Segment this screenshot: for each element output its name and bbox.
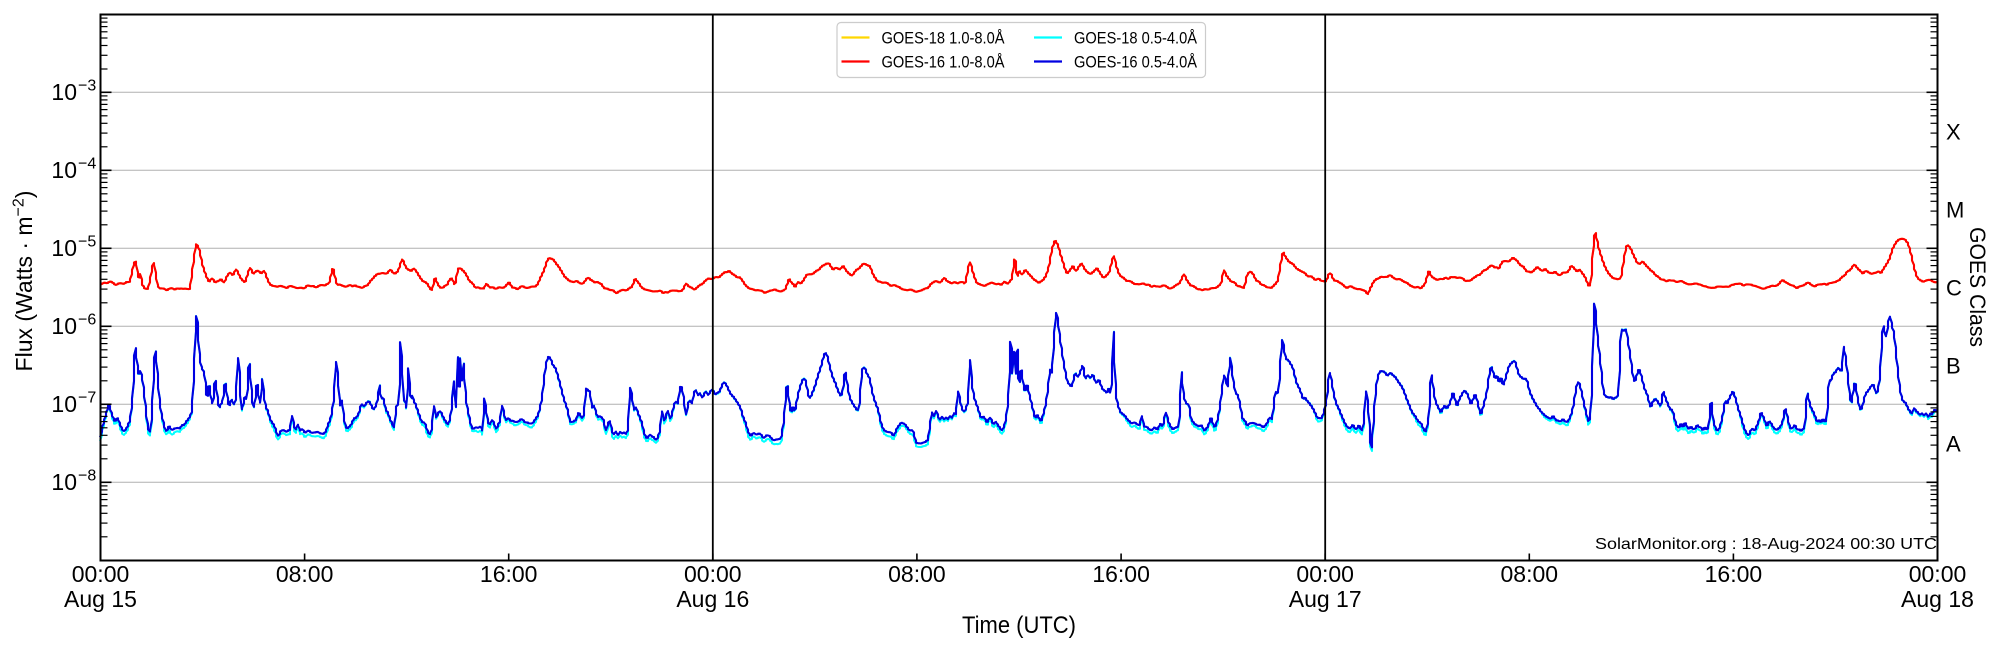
svg-text:−4: −4	[78, 155, 96, 172]
svg-text:10: 10	[51, 313, 77, 339]
svg-text:−8: −8	[78, 467, 96, 484]
svg-text:10: 10	[51, 469, 77, 495]
svg-text:GOES Class: GOES Class	[1965, 227, 1990, 347]
svg-text:GOES-18 0.5-4.0Å: GOES-18 0.5-4.0Å	[1074, 29, 1198, 48]
svg-text:10: 10	[51, 157, 77, 183]
svg-text:−6: −6	[78, 311, 96, 328]
svg-text:00:00: 00:00	[72, 561, 130, 587]
svg-text:08:00: 08:00	[276, 561, 334, 587]
svg-text:10: 10	[51, 79, 77, 105]
svg-text:Time (UTC): Time (UTC)	[962, 612, 1076, 639]
svg-text:00:00: 00:00	[1909, 561, 1967, 587]
svg-text:Flux (Watts · m−2): Flux (Watts · m−2)	[11, 191, 38, 372]
svg-text:−3: −3	[78, 77, 96, 94]
svg-text:Aug 18: Aug 18	[1901, 586, 1974, 612]
svg-text:00:00: 00:00	[1296, 561, 1354, 587]
svg-text:10: 10	[51, 235, 77, 261]
svg-text:A: A	[1946, 431, 1961, 456]
svg-text:16:00: 16:00	[1705, 561, 1763, 587]
svg-text:SolarMonitor.org : 18-Aug-2024: SolarMonitor.org : 18-Aug-2024 00:30 UTC	[1595, 536, 1937, 553]
svg-text:00:00: 00:00	[684, 561, 742, 587]
svg-text:Aug 16: Aug 16	[676, 586, 749, 612]
svg-text:Aug 15: Aug 15	[64, 586, 137, 612]
svg-text:10: 10	[51, 391, 77, 417]
svg-text:B: B	[1946, 353, 1961, 378]
svg-text:GOES-16 0.5-4.0Å: GOES-16 0.5-4.0Å	[1074, 53, 1198, 72]
svg-text:16:00: 16:00	[480, 561, 538, 587]
svg-text:−7: −7	[78, 389, 96, 406]
svg-text:C: C	[1946, 275, 1962, 300]
svg-text:08:00: 08:00	[888, 561, 946, 587]
svg-text:Aug 17: Aug 17	[1289, 586, 1362, 612]
svg-text:M: M	[1946, 197, 1964, 222]
svg-text:−5: −5	[78, 233, 96, 250]
svg-text:GOES-18 1.0-8.0Å: GOES-18 1.0-8.0Å	[882, 29, 1006, 48]
svg-text:16:00: 16:00	[1092, 561, 1150, 587]
svg-text:GOES-16 1.0-8.0Å: GOES-16 1.0-8.0Å	[882, 53, 1006, 72]
svg-text:X: X	[1946, 119, 1961, 144]
svg-text:08:00: 08:00	[1501, 561, 1559, 587]
